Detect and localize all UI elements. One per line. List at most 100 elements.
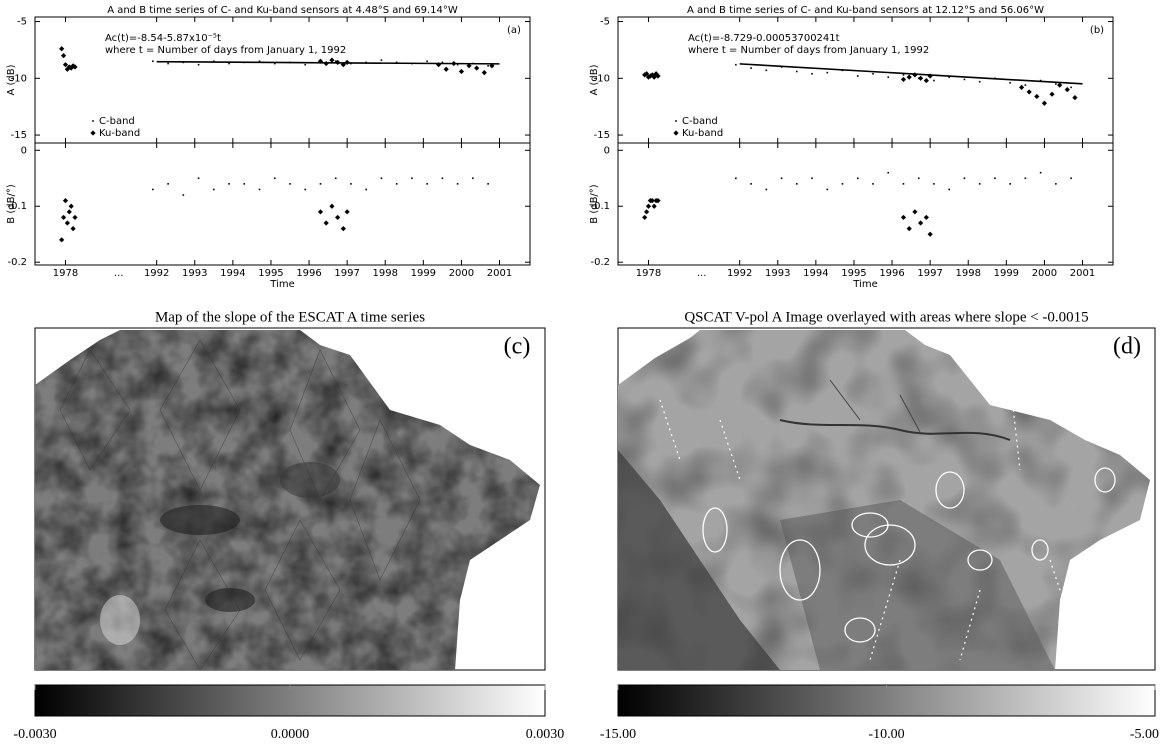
colorbar-tick-label: -15.00 bbox=[600, 727, 636, 742]
c-point bbox=[182, 194, 185, 196]
y-tick-label: -15 bbox=[11, 130, 27, 141]
c-point bbox=[167, 183, 169, 185]
ku-point bbox=[1064, 87, 1070, 93]
ku-point bbox=[68, 203, 74, 209]
c-point bbox=[334, 177, 337, 180]
ku-point bbox=[489, 63, 495, 69]
c-point bbox=[811, 177, 813, 180]
c-point bbox=[765, 188, 768, 191]
c-point bbox=[258, 60, 261, 63]
c-point bbox=[456, 183, 459, 185]
x-tick-label: 1992 bbox=[144, 268, 169, 279]
c-point bbox=[213, 188, 215, 191]
ku-point bbox=[70, 226, 76, 232]
ku-point bbox=[1034, 93, 1040, 100]
ku-point bbox=[918, 220, 924, 226]
y-tick-label: -10 bbox=[11, 73, 27, 84]
c-point bbox=[841, 183, 844, 185]
c-point bbox=[933, 183, 935, 185]
y-tick-label: -0.1 bbox=[590, 201, 610, 212]
c-point bbox=[948, 76, 950, 78]
colorbar-tick-label: -0.0030 bbox=[13, 727, 56, 742]
c-point bbox=[1055, 83, 1057, 85]
c-point bbox=[273, 62, 276, 65]
ku-point bbox=[912, 72, 918, 78]
fit-line bbox=[156, 60, 500, 65]
c-point bbox=[796, 70, 798, 73]
x-tick-label: 2000 bbox=[449, 268, 474, 279]
c-point bbox=[856, 177, 859, 180]
legend-label: Ku-band bbox=[682, 128, 723, 139]
c-point bbox=[735, 177, 737, 180]
c-point bbox=[167, 62, 169, 65]
ku-point bbox=[1041, 100, 1048, 106]
c-point bbox=[441, 177, 444, 180]
ku-point bbox=[655, 73, 661, 79]
x-tick-label: 1997 bbox=[917, 268, 942, 279]
y-tick-label: -0.1 bbox=[7, 201, 27, 212]
c-point bbox=[917, 177, 920, 180]
c-point bbox=[228, 183, 230, 185]
ku-point bbox=[649, 198, 655, 204]
c-point bbox=[780, 177, 783, 180]
legend-marker bbox=[675, 120, 677, 122]
ku-point bbox=[329, 57, 335, 63]
ku-point bbox=[335, 214, 341, 221]
c-point bbox=[750, 67, 752, 69]
ku-point bbox=[918, 75, 924, 81]
ku-point bbox=[60, 214, 67, 221]
plot-frame bbox=[617, 142, 1114, 266]
c-point bbox=[1009, 82, 1011, 84]
ku-point bbox=[923, 214, 929, 221]
time-series-panel: A and B time series of C- and Ku-band se… bbox=[6, 5, 531, 290]
c-point bbox=[304, 63, 307, 66]
y-axis-label: B (dB/°) bbox=[589, 184, 600, 224]
x-tick-label: 1994 bbox=[220, 268, 245, 279]
ku-point bbox=[64, 66, 70, 72]
c-point bbox=[182, 61, 185, 64]
y-axis-label: A (dB) bbox=[589, 64, 600, 95]
y-axis-label: A (dB) bbox=[6, 64, 17, 95]
map-d bbox=[617, 327, 1156, 671]
y-tick-label: -5 bbox=[17, 17, 27, 28]
c-point bbox=[1070, 177, 1072, 180]
c-point bbox=[933, 79, 935, 82]
ku-point bbox=[323, 220, 329, 226]
c-point bbox=[811, 72, 813, 75]
ku-point bbox=[466, 63, 472, 69]
c-point bbox=[1055, 183, 1057, 185]
c-point bbox=[472, 177, 474, 180]
colorbar-tick-label: 0.0030 bbox=[526, 727, 565, 742]
ku-point bbox=[344, 59, 350, 66]
c-point bbox=[152, 60, 154, 63]
c-point bbox=[395, 183, 398, 185]
c-point bbox=[380, 177, 383, 180]
x-tick-label: 1998 bbox=[956, 268, 981, 279]
c-point bbox=[963, 78, 966, 81]
legend-marker bbox=[90, 130, 96, 136]
ku-point bbox=[906, 74, 912, 80]
c-point bbox=[289, 61, 291, 64]
y-tick-label: 0 bbox=[21, 145, 27, 156]
c-point bbox=[411, 177, 413, 180]
ku-point bbox=[72, 214, 78, 221]
ku-point bbox=[72, 64, 78, 70]
c-point bbox=[963, 177, 966, 180]
annotation: where t = Number of days from January 1,… bbox=[105, 45, 346, 56]
ku-point bbox=[1049, 91, 1055, 97]
ku-point bbox=[451, 60, 457, 67]
ku-point bbox=[62, 198, 69, 204]
ku-point bbox=[317, 58, 324, 64]
legend-label: Ku-band bbox=[99, 128, 140, 139]
colorbar-tick-label: -5.00 bbox=[1130, 727, 1159, 742]
c-point bbox=[487, 183, 489, 185]
c-point bbox=[350, 183, 352, 185]
c-point bbox=[243, 61, 246, 64]
ku-point bbox=[655, 198, 661, 204]
c-point bbox=[735, 63, 737, 66]
map-panel: Map of the slope of the ESCAT A time ser… bbox=[13, 309, 564, 742]
ku-point bbox=[458, 68, 465, 75]
c-point bbox=[750, 183, 752, 185]
panel-label: (a) bbox=[507, 25, 521, 36]
ku-point bbox=[900, 214, 907, 221]
